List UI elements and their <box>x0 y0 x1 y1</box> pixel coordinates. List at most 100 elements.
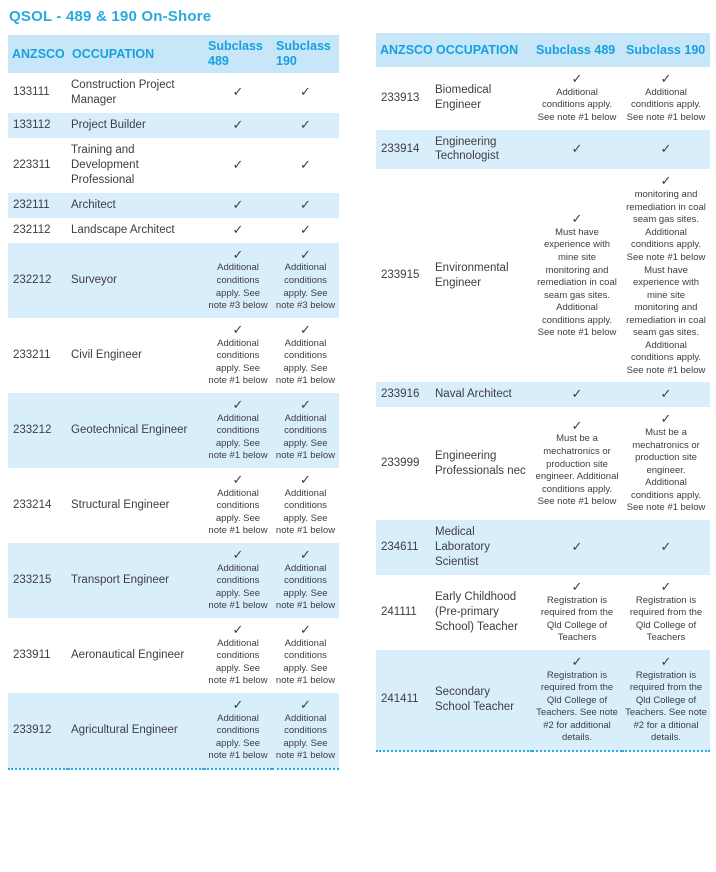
condition-note: Registration is required from the Qld Co… <box>536 669 618 744</box>
check-icon: ✓ <box>300 396 311 412</box>
subclass-489-cell: ✓ Additional conditions apply. See note #… <box>204 468 272 543</box>
check-icon: ✓ <box>660 71 672 86</box>
qsol-table-left: ANZSCO OCCUPATION Subclass 489 Subclass … <box>8 35 339 770</box>
table-row: 233215 Transport Engineer ✓ Additional co… <box>8 542 339 618</box>
left-column: QSOL - 489 & 190 On-Shore ANZSCO OCCUPAT… <box>8 8 339 770</box>
subclass-489-cell: ✓ Must have experience with mine site mon… <box>532 169 622 382</box>
qsol-table-right: ANZSCO OCCUPATION Subclass 489 Subclass … <box>376 33 710 752</box>
subclass-190-cell: ✓ <box>622 382 710 407</box>
table-row: 133111 Construction Project Manager ✓ ✓ <box>8 73 339 113</box>
condition-note: Additional conditions apply. See note #1… <box>208 637 268 687</box>
subclass-190-cell: ✓ Registration is required from the Qld C… <box>622 575 710 650</box>
subclass-489-cell: ✓ Additional conditions apply. See note #… <box>204 393 272 468</box>
check-icon: ✓ <box>660 653 672 669</box>
table-row: 233915 Environmental Engineer ✓ Must have… <box>376 169 710 382</box>
condition-note: Additional conditions apply. See note #1… <box>275 637 336 687</box>
anzsco-code: 233215 <box>13 573 52 586</box>
check-icon: ✓ <box>660 173 672 189</box>
subclass-489-cell: ✓ Registration is required from the Qld C… <box>532 575 622 650</box>
table-row: 233913 Biomedical Engineer ✓ Additional c… <box>376 67 710 130</box>
occupation-name: Training and Development Professional <box>71 143 139 186</box>
table-row: 133112 Project Builder ✓ ✓ <box>8 112 339 138</box>
occupation-name: Transport Engineer <box>71 573 170 586</box>
table-row: 233999 Engineering Professionals nec ✓ Mu… <box>376 407 710 520</box>
anzsco-code: 233916 <box>381 388 420 401</box>
subclass-190-cell: ✓ Additional conditions apply. See note #… <box>272 318 339 393</box>
table-row: 233211 Civil Engineer ✓ Additional condit… <box>8 318 339 393</box>
check-icon: ✓ <box>232 321 244 337</box>
check-icon: ✓ <box>300 246 311 262</box>
occupation-name: Engineering Technologist <box>435 135 499 163</box>
subclass-489-cell: ✓ Additional conditions apply. See note #… <box>204 543 272 618</box>
table-row: 233212 Geotechnical Engineer ✓ Additional… <box>8 392 339 468</box>
check-icon: ✓ <box>232 696 244 712</box>
subclass-489-cell: ✓ <box>204 193 272 218</box>
condition-note: Must be a mechatronics or production sit… <box>626 427 706 514</box>
condition-note: Additional conditions apply. See note #1… <box>208 712 268 762</box>
occupation-name: Environmental Engineer <box>435 261 509 289</box>
subclass-190-cell: ✓ Must be a mechatronics or production si… <box>622 407 710 520</box>
subclass-489-cell: ✓ <box>532 520 622 575</box>
anzsco-code: 234611 <box>381 540 419 553</box>
table-row: 234611 Medical Laboratory Scientist ✓ ✓ <box>376 519 710 575</box>
occupation-name: Architect <box>71 198 116 211</box>
occupation-name: Surveyor <box>71 273 118 286</box>
check-icon: ✓ <box>660 538 672 554</box>
anzsco-code: 233912 <box>13 723 52 736</box>
table-row: 241411 Secondary School Teacher ✓ Registr… <box>376 649 710 751</box>
occupation-name: Early Childhood (Pre-primary School) Tea… <box>435 590 518 633</box>
check-icon: ✓ <box>300 546 311 562</box>
subclass-190-cell: ✓ Additional conditions apply. See note #… <box>272 693 339 769</box>
check-icon: ✓ <box>232 84 244 100</box>
table-row: 232212 Surveyor ✓ Additional conditions a… <box>8 242 339 318</box>
subclass-190-cell: ✓ Additional conditions apply. See note #… <box>272 543 339 618</box>
subclass-190-cell: ✓ Additional conditions apply. See note #… <box>272 618 339 693</box>
header-row: ANZSCO OCCUPATION Subclass 489 Subclass … <box>8 35 339 73</box>
occupation-name: Engineering Professionals nec <box>435 449 526 477</box>
table-header: ANZSCO OCCUPATION Subclass 489 Subclass … <box>376 33 710 67</box>
occupation-name: Agricultural Engineer <box>71 723 178 736</box>
check-icon: ✓ <box>571 386 583 402</box>
check-icon: ✓ <box>571 653 583 669</box>
table-row: 223311 Training and Development Professi… <box>8 138 339 193</box>
condition-note: Additional conditions apply. See note #1… <box>208 562 268 612</box>
condition-note: Additional conditions apply. See note #1… <box>275 562 336 612</box>
condition-note: Additional conditions apply. See note #1… <box>208 337 268 387</box>
condition-note: Registration is required from the Qld Co… <box>540 594 614 644</box>
condition-note: Must be a mechatronics or production sit… <box>535 433 619 508</box>
check-icon: ✓ <box>660 578 672 594</box>
subclass-489-cell: ✓ Additional conditions apply. See note #… <box>532 67 622 130</box>
subclass-190-cell: ✓ Additional conditions apply. See note #… <box>272 393 339 468</box>
anzsco-code: 233913 <box>381 91 420 104</box>
occupation-name: Construction Project Manager <box>71 79 175 106</box>
condition-note: Additional conditions apply. See note #1… <box>275 412 336 462</box>
condition-note: Additional conditions apply. See note #1… <box>275 337 336 387</box>
subclass-489-cell: ✓ Additional conditions apply. See note #… <box>204 618 272 693</box>
anzsco-code: 232112 <box>13 223 51 236</box>
check-icon: ✓ <box>232 546 244 562</box>
subclass-190-cell: ✓ <box>272 218 339 243</box>
header-row: ANZSCO OCCUPATION Subclass 489 Subclass … <box>376 33 710 67</box>
check-icon: ✓ <box>232 221 244 237</box>
check-icon: ✓ <box>571 578 583 594</box>
check-icon: ✓ <box>300 321 311 337</box>
check-icon: ✓ <box>300 156 311 172</box>
anzsco-code: 241411 <box>381 693 419 706</box>
subclass-190-cell: ✓ Additional conditions apply. See note #… <box>622 67 710 130</box>
check-icon: ✓ <box>660 411 672 427</box>
occupation-name: Structural Engineer <box>71 498 170 511</box>
check-icon: ✓ <box>300 471 311 487</box>
check-icon: ✓ <box>300 621 311 637</box>
check-icon: ✓ <box>232 246 244 262</box>
anzsco-code: 233212 <box>13 423 52 436</box>
check-icon: ✓ <box>660 386 672 402</box>
table-row: 233916 Naval Architect ✓ ✓ <box>376 382 710 408</box>
condition-note: Additional conditions apply. See note #1… <box>208 412 268 462</box>
subclass-489-cell: ✓ Additional conditions apply. See note #… <box>204 243 272 318</box>
table-row: 232111 Architect ✓ ✓ <box>8 192 339 218</box>
check-icon: ✓ <box>232 621 244 637</box>
condition-note: Registration is required from the Qld Co… <box>629 594 703 644</box>
table-row: 233214 Structural Engineer ✓ Additional c… <box>8 468 339 543</box>
anzsco-code: 233915 <box>381 269 420 282</box>
table-row: 233914 Engineering Technologist ✓ ✓ <box>376 129 710 170</box>
